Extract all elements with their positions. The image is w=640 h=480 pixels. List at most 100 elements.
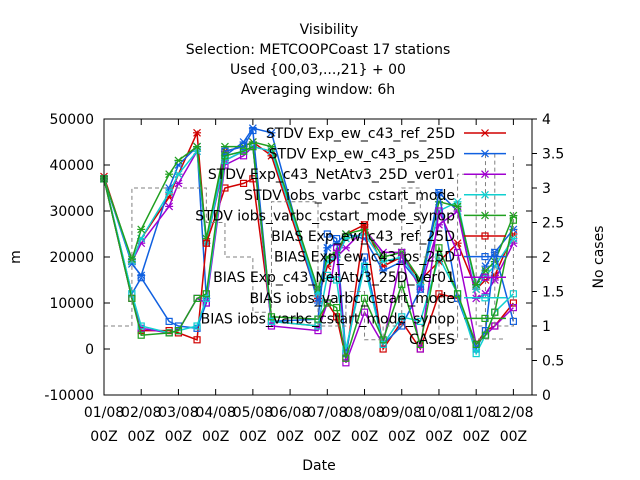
data-point [398,322,406,330]
data-point [481,294,489,302]
data-point [416,340,424,348]
y-tick-label: -10000 [44,388,94,404]
y-tick-label: 20000 [49,250,94,266]
data-point [220,142,229,151]
x-tick-label-time: 00Z [351,429,378,445]
data-point [314,327,322,335]
data-point [416,345,424,353]
data-point [398,281,406,289]
x-tick-label-date: 06/08 [270,405,310,421]
legend-label: BIAS Exp_ew_c43_ps_25D [274,250,455,266]
y2-tick-label: 4 [542,112,551,128]
data-point [360,262,369,270]
data-point [202,294,210,302]
chart-subtitle-line-3: Averaging window: 6h [241,82,395,98]
data-point [481,129,489,137]
data-point [193,322,201,330]
data-point [341,243,350,252]
data-point [472,280,481,289]
data-point [333,313,341,321]
y-tick-label: 30000 [49,204,94,220]
legend-entry: BIAS Exp_c43_NetAtv3_25D_ver01 [213,270,506,286]
data-point [239,179,248,187]
data-point [165,170,174,179]
x-tick-label-date: 04/08 [195,405,235,421]
data-point [342,359,350,367]
chart-title: Visibility [300,22,359,38]
data-point [360,253,369,261]
data-point [509,216,517,224]
legend-label: STDV Exp_c43_NetAtv3_25D_ver01 [208,167,455,183]
y2-tick-label: 0.5 [542,354,564,370]
legend-entry: BIAS iobs_varbc_cstart_mode [250,291,506,307]
data-point [481,314,489,322]
data-point [342,354,350,362]
legend-label: BIAS Exp_c43_NetAtv3_25D_ver01 [213,270,455,286]
x-tick-label-time: 00Z [276,429,303,445]
data-point [267,142,276,151]
data-point [333,276,341,284]
data-point [481,266,490,275]
data-point [472,350,480,358]
x-tick-label-time: 00Z [90,429,117,445]
x-tick-label-date: 10/08 [419,405,459,421]
data-point [360,221,369,229]
data-point [239,143,248,151]
data-point [267,317,276,325]
series-line [104,153,514,341]
y-tick-label: 0 [85,342,94,358]
data-point [137,225,146,234]
series-line [103,128,515,354]
y2-tick-label: 1 [542,319,551,335]
data-point [453,290,462,298]
y2-tick-label: 3 [542,181,551,197]
y-axis-label: m [8,250,24,264]
legend-entry: BIAS Exp_ew_c43_ref_25D [271,229,506,245]
x-tick-label-time: 00Z [500,429,527,445]
data-point [481,232,489,240]
y2-axis-label: No cases [591,226,607,289]
data-point [453,248,462,256]
data-point [174,327,183,335]
data-point [239,152,248,160]
x-tick-label-date: 12/08 [493,405,533,421]
y2-tick-label: 2 [542,250,551,266]
data-point [202,239,210,247]
y2-tick-label: 3.5 [542,147,564,163]
x-tick-label-date: 09/08 [382,405,422,421]
x-tick-label-time: 00Z [128,429,155,445]
x-tick-label-time: 00Z [165,429,192,445]
legend-entry: STDV Exp_ew_c43_ps_25D [269,147,506,163]
data-point [333,244,341,252]
legend-entry: BIAS Exp_ew_c43_ps_25D [274,250,506,266]
legend-label: STDV iobs_varbc_cstart_mode_synop [195,208,455,224]
legend-entry: STDV Exp_c43_NetAtv3_25D_ver01 [208,167,506,183]
data-point [481,273,489,281]
data-point [341,230,350,238]
data-point [509,234,518,243]
legend-label: BIAS iobs_varbc_cstart_mode [250,291,456,307]
data-point [416,317,424,325]
data-point [435,207,443,215]
data-point [379,345,387,353]
x-tick-label-date: 05/08 [233,405,273,421]
x-tick-label-date: 08/08 [344,405,384,421]
data-point [193,128,202,137]
data-point [481,190,489,199]
x-tick-label-time: 00Z [314,429,341,445]
x-tick-label-date: 02/08 [121,405,161,421]
chart-subtitle-line-2: Used {00,03,...,21} + 00 [230,62,406,78]
data-point [174,156,183,165]
data-point [165,202,174,211]
data-point [323,230,331,238]
data-point [481,170,489,179]
x-tick-label-time: 00Z [202,429,229,445]
legend-entry: STDV iobs_varbc_cstart_mode_synop [195,208,506,224]
x-tick-label-date: 11/08 [456,405,496,421]
data-point [379,266,388,275]
data-point [323,299,331,307]
x-tick-label-time: 00Z [462,429,489,445]
data-point [249,126,257,135]
data-point [267,313,276,321]
